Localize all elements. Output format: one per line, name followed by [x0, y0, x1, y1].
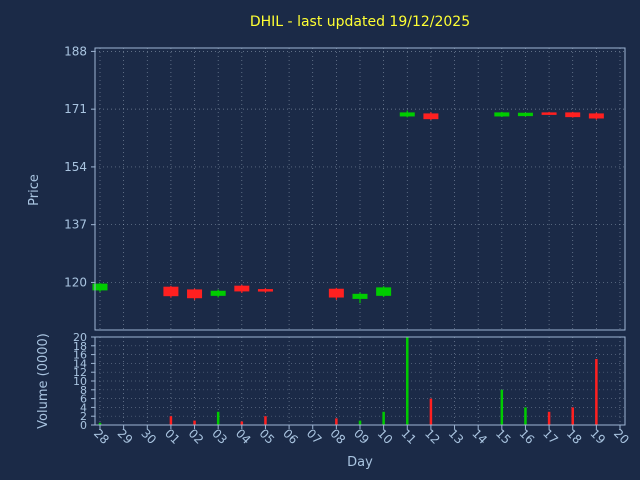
- volume-bar: [335, 418, 338, 425]
- x-tick-label: 28: [91, 426, 112, 447]
- candle-body: [588, 113, 604, 119]
- volume-tick-label: 0: [80, 419, 87, 432]
- x-tick-label: 19: [587, 426, 608, 447]
- x-tick-label: 06: [280, 426, 301, 447]
- candle-body: [234, 285, 250, 292]
- volume-bar: [406, 337, 409, 425]
- x-tick-label: 14: [469, 426, 490, 447]
- candle-body: [494, 112, 510, 117]
- price-tick-label: 137: [64, 218, 87, 232]
- volume-tick-label: 6: [80, 393, 87, 406]
- x-axis-label: Day: [347, 455, 373, 470]
- candle-body: [423, 113, 439, 120]
- volume-bar: [571, 407, 574, 425]
- x-tick-label: 15: [493, 426, 514, 447]
- x-tick-label: 05: [257, 426, 278, 447]
- x-tick-label: 03: [209, 426, 230, 447]
- x-tick-label: 10: [375, 426, 396, 447]
- candle-body: [399, 112, 415, 117]
- volume-bar: [193, 420, 196, 425]
- x-tick-label: 17: [540, 426, 561, 447]
- volume-tick-label: 2: [80, 410, 87, 423]
- candle-body: [565, 112, 581, 118]
- volume-axis-label: Volume (0000): [36, 333, 51, 429]
- x-tick-label: 04: [233, 426, 254, 447]
- volume-bar: [240, 421, 244, 425]
- volume-bar: [429, 398, 433, 425]
- volume-tick-label: 20: [73, 331, 87, 344]
- volume-bar: [524, 407, 527, 425]
- volume-bar: [358, 420, 362, 425]
- plot-spine: [94, 47, 626, 331]
- volume-bar: [98, 422, 102, 425]
- x-tick-label: 07: [304, 426, 325, 447]
- price-tick-label: 154: [64, 160, 87, 174]
- volume-tick-label: 12: [73, 366, 87, 379]
- price-tick-label: 171: [64, 102, 87, 116]
- candle-body: [163, 286, 179, 297]
- candle-body: [328, 288, 344, 298]
- volume-bar: [216, 411, 220, 425]
- x-tick-label: 29: [115, 426, 136, 447]
- volume-tick-label: 8: [80, 384, 87, 397]
- x-tick-label: 18: [564, 426, 585, 447]
- volume-tick-label: 14: [73, 357, 87, 370]
- chart-title: DHIL - last updated 19/12/2025: [250, 14, 470, 30]
- price-tick-label: 188: [64, 44, 87, 58]
- x-tick-label: 30: [138, 426, 159, 447]
- price-axis-label: Price: [27, 174, 42, 206]
- volume-bar: [382, 411, 385, 425]
- volume-bar: [264, 416, 267, 425]
- x-tick-label: 20: [611, 426, 632, 447]
- price-tick-label: 120: [64, 275, 87, 289]
- volume-tick-label: 16: [73, 349, 87, 362]
- candle-body: [541, 112, 557, 115]
- volume-bar: [500, 389, 504, 425]
- volume-bar: [547, 411, 551, 425]
- x-tick-label: 08: [327, 426, 348, 447]
- candle-body: [352, 293, 368, 299]
- x-tick-label: 16: [517, 426, 538, 447]
- x-tick-label: 12: [422, 426, 443, 447]
- x-tick-label: 09: [351, 426, 372, 447]
- candle-body: [92, 283, 108, 291]
- x-tick-label: 13: [446, 426, 467, 447]
- candle-body: [210, 290, 226, 296]
- candle-body: [517, 112, 533, 117]
- volume-tick-label: 4: [80, 401, 87, 414]
- x-tick-label: 02: [186, 426, 207, 447]
- volume-bar: [169, 416, 173, 425]
- candle-body: [376, 287, 392, 296]
- volume-bar: [595, 359, 598, 425]
- x-tick-label: 11: [398, 426, 419, 447]
- candle-body: [257, 289, 273, 292]
- volume-tick-label: 10: [73, 375, 87, 388]
- x-tick-label: 01: [162, 426, 183, 447]
- candle-body: [187, 289, 203, 299]
- volume-tick-label: 18: [73, 340, 87, 353]
